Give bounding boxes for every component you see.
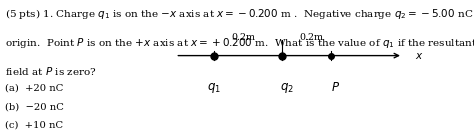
- Text: (c)  +10 nC: (c) +10 nC: [5, 121, 63, 130]
- Text: (b)  −20 nC: (b) −20 nC: [5, 102, 64, 111]
- Text: $q_1$: $q_1$: [207, 81, 221, 95]
- Text: (5 pts) 1. Charge $q_1$ is on the $-x$ axis at $x=-0.200$ m .  Negative charge $: (5 pts) 1. Charge $q_1$ is on the $-x$ a…: [5, 7, 474, 21]
- Text: field at $P$ is zero?: field at $P$ is zero?: [5, 65, 96, 77]
- Text: $x$: $x$: [415, 51, 423, 61]
- Text: 0.2m: 0.2m: [231, 33, 255, 42]
- Text: (a)  +20 nC: (a) +20 nC: [5, 83, 63, 92]
- Text: $P$: $P$: [331, 81, 340, 94]
- Text: origin.  Point $P$ is on the $+x$ axis at $x=+0.200$ m.  What is the value of $q: origin. Point $P$ is on the $+x$ axis at…: [5, 36, 474, 50]
- Text: $q_2$: $q_2$: [280, 81, 294, 95]
- Text: 0.2m: 0.2m: [299, 33, 323, 42]
